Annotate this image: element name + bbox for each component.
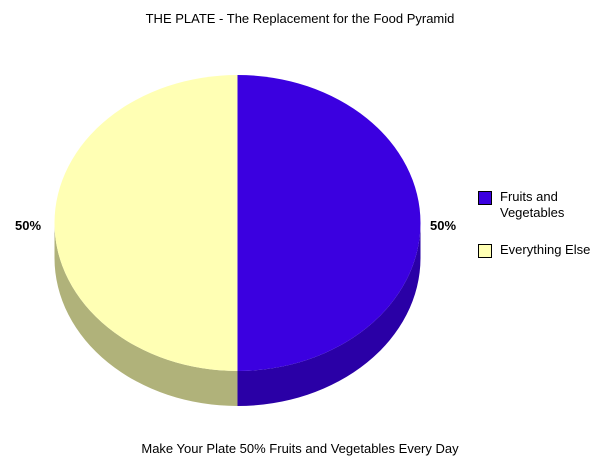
pie-slice-side-everything-else	[54, 223, 238, 406]
chart-legend: Fruits and Vegetables Everything Else	[478, 189, 593, 279]
chart-caption: Make Your Plate 50% Fruits and Vegetable…	[141, 441, 459, 456]
legend-label-everything-else: Everything Else	[500, 242, 591, 257]
legend-label-fruits-and-vegetables: Fruits and Vegetables	[500, 189, 565, 220]
pie-slice-everything-else	[54, 75, 238, 371]
chart-title: THE PLATE - The Replacement for the Food…	[145, 11, 455, 26]
legend-item-everything-else: Everything Else	[478, 242, 593, 258]
legend-swatch-fruits-and-vegetables	[478, 191, 492, 205]
slice-label-everything-else: 50%	[15, 218, 42, 233]
legend-item-fruits-and-vegetables: Fruits and Vegetables	[478, 189, 593, 221]
slice-label-fruits-and-vegetables: 50%	[430, 218, 457, 233]
pie-slice-side-fruits-and-vegetables	[237, 223, 421, 406]
legend-swatch-everything-else	[478, 244, 492, 258]
pie-slice-fruits-and-vegetables	[237, 75, 421, 371]
